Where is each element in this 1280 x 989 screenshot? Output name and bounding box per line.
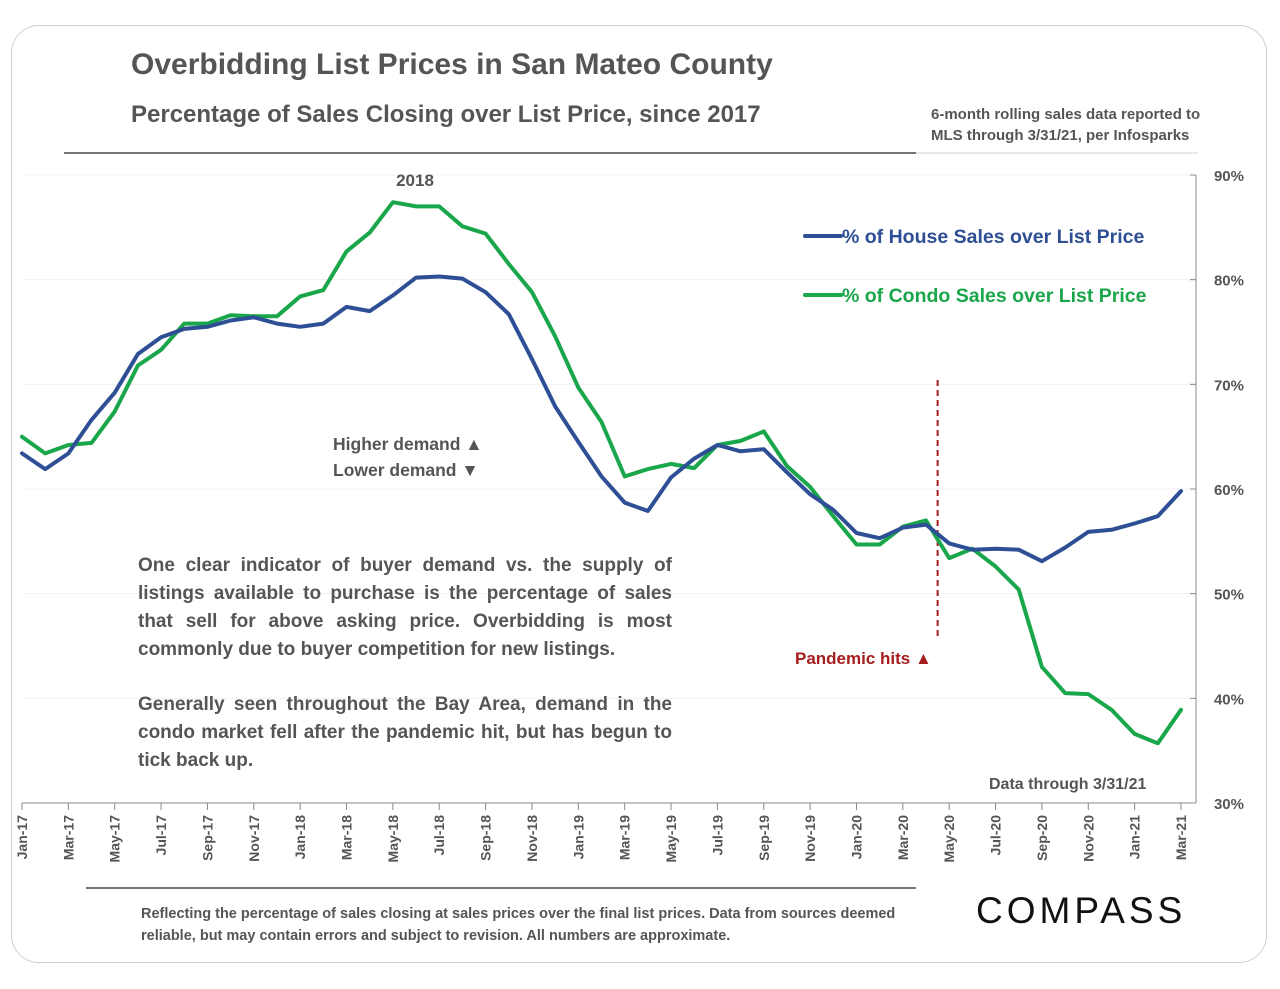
x-tick-label: Sep-18 [478, 815, 494, 861]
x-tick-label: Mar-17 [60, 815, 76, 860]
legend-house-label: % of House Sales over List Price [842, 226, 1145, 248]
x-tick-label: Jul-19 [709, 815, 725, 856]
higher-demand-label: Higher demand ▲ [333, 434, 483, 454]
x-tick-label: Mar-18 [339, 815, 355, 860]
y-tick-label: 30% [1214, 796, 1244, 813]
year-2018-label: 2018 [396, 171, 434, 190]
x-tick-label: May-20 [941, 815, 957, 863]
x-tick-label: Nov-17 [246, 815, 262, 862]
x-tick-label: Jan-18 [292, 815, 308, 860]
x-tick-label: Nov-20 [1080, 815, 1096, 862]
x-tick-label: Jan-21 [1127, 815, 1143, 860]
y-axis-ticks: 30% 40% 50% 60% 70% 80% 90% [1190, 168, 1244, 813]
x-tick-label: May-19 [663, 815, 679, 863]
y-tick-label: 80% [1214, 273, 1244, 290]
x-tick-label: May-18 [385, 815, 401, 863]
x-tick-label: Mar-19 [617, 815, 633, 860]
source-note-line2: MLS through 3/31/21, per Infosparks [931, 127, 1190, 144]
house-series-line [20, 274, 1183, 564]
y-tick-label: 40% [1214, 691, 1244, 708]
y-tick-label: 90% [1214, 168, 1244, 185]
pandemic-hits-label: Pandemic hits ▲ [795, 649, 932, 668]
x-tick-label: Jul-20 [988, 815, 1004, 856]
series-lines [20, 200, 1183, 746]
gridlines [22, 174, 1196, 699]
condo-series-line [20, 200, 1183, 746]
y-tick-label: 50% [1214, 587, 1244, 604]
y-tick-label: 60% [1214, 482, 1244, 499]
y-tick-label: 70% [1214, 377, 1244, 394]
chart-title: Overbidding List Prices in San Mateo Cou… [131, 48, 773, 81]
chart-subtitle: Percentage of Sales Closing over List Pr… [131, 101, 761, 128]
data-through-label: Data through 3/31/21 [989, 776, 1146, 793]
x-tick-label: Jan-19 [570, 815, 586, 860]
body-paragraph-2: Generally seen throughout the Bay Area, … [138, 694, 672, 771]
x-tick-label: Mar-21 [1173, 815, 1189, 860]
compass-logo: COMPASS [976, 890, 1187, 931]
x-tick-label: Jan-17 [14, 815, 30, 860]
x-tick-label: May-17 [107, 815, 123, 863]
annotations: 2018 Higher demand ▲ Lower demand ▼ Pand… [333, 171, 1146, 793]
x-tick-label: Mar-20 [895, 815, 911, 860]
x-tick-label: Sep-19 [756, 815, 772, 861]
x-tick-label: Jul-17 [153, 815, 169, 856]
source-note: 6-month rolling sales data reported to M… [931, 104, 1200, 146]
header-rules [64, 152, 1198, 889]
x-tick-label: Nov-18 [524, 815, 540, 862]
x-tick-label: Jan-20 [848, 815, 864, 860]
source-note-line1: 6-month rolling sales data reported to [931, 106, 1201, 123]
chart-frame [11, 25, 1267, 963]
footer-disclaimer: Reflecting the percentage of sales closi… [141, 906, 896, 944]
legend-condo-label: % of Condo Sales over List Price [842, 285, 1147, 307]
x-tick-label: Sep-17 [199, 815, 215, 861]
x-axis-ticks: Jan-17 Mar-17 May-17 Jul-17 Sep-17 Nov-17 Jan-… [14, 803, 1189, 862]
body-paragraph-1: One clear indicator of buyer demand vs. … [138, 555, 672, 660]
lower-demand-label: Lower demand ▼ [333, 460, 479, 480]
x-tick-label: Nov-19 [802, 815, 818, 862]
x-tick-label: Sep-20 [1034, 815, 1050, 861]
legend: % of House Sales over List Price % of Con… [803, 226, 1147, 307]
x-tick-label: Jul-18 [431, 815, 447, 856]
